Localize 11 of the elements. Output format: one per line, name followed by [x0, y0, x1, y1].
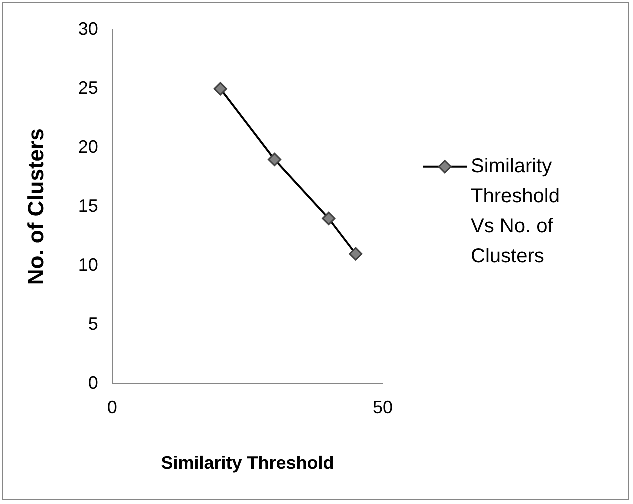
x-tick-label: 50: [372, 398, 394, 418]
y-tick-label: 5: [88, 314, 98, 334]
y-tick-label: 20: [78, 136, 98, 157]
y-tick-label: 0: [88, 372, 98, 393]
y-tick-label: 10: [78, 254, 98, 275]
x-axis-title: Similarity Threshold: [161, 453, 334, 474]
y-axis-title: No. of Clusters: [23, 128, 48, 286]
y-tick-label: 15: [78, 196, 98, 216]
y-tick-label: 25: [78, 78, 98, 98]
legend-label: Similarity Threshold Vs No. of Clusters: [471, 155, 560, 268]
y-tick-label: 30: [78, 18, 98, 39]
